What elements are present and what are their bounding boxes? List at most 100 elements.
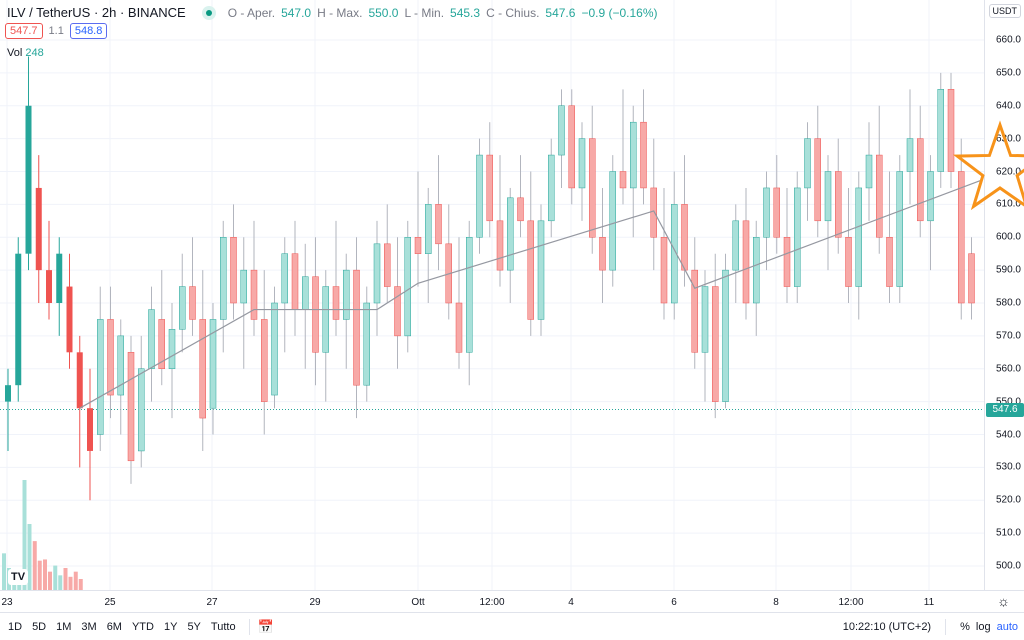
candle-body [384,243,391,287]
candle-body [466,237,473,353]
currency-button[interactable]: USDT [988,4,1021,18]
volume-bar [32,541,37,590]
candle-body [5,385,11,402]
price-tick: 580.0 [995,297,1021,309]
candle-body [886,237,893,287]
price-tick: 540.0 [995,429,1021,440]
candle-body [240,269,247,304]
price-tick: 500.0 [995,560,1021,572]
candle-body [199,319,206,419]
symbol-legend: ILV / TetherUS · 2h · BINANCE O - Aper. 5… [7,5,658,20]
candle-body [742,220,750,304]
candle-body [896,171,903,287]
volume-bar [63,568,68,590]
volume-label: Vol [7,47,23,59]
time-tick: 29 [309,597,321,608]
price-tick: 510.0 [995,527,1021,539]
range-button-ytd[interactable]: YTD [131,620,154,633]
candle-body [425,204,432,254]
candle-body [476,154,483,238]
auto-toggle[interactable]: auto [996,620,1018,633]
time-tick: 4 [568,597,574,608]
candle-body [46,270,52,303]
candle-body [455,302,463,353]
candle-body [701,286,709,353]
candle-body [578,138,586,189]
range-button-6m[interactable]: 6M [106,620,122,633]
price-tick: 600.0 [995,231,1021,243]
buy-button[interactable]: 548.8 [69,23,108,39]
range-button-5y[interactable]: 5Y [187,620,201,633]
change-value: −0.9 (−0.16%) [581,5,658,20]
candle-body [589,138,596,238]
volume-value: 248 [25,47,44,59]
volume-bar [78,579,83,590]
price-tick: 530.0 [995,461,1021,473]
candle-body [671,204,678,304]
volume-bar [68,576,73,590]
candle-body [168,329,176,369]
time-tick: 12:00 [479,597,505,608]
volume-bar [37,560,42,590]
range-button-1y[interactable]: 1Y [163,620,178,633]
volume-bar [53,565,58,590]
candle-body [845,237,852,287]
go-to-date-icon[interactable]: 📅 [257,618,274,634]
candle-body [158,319,165,369]
low-value: 545.3 [450,5,481,20]
sell-button[interactable]: 547.7 [5,23,43,39]
volume-bar [27,524,32,590]
candle-body [496,220,504,271]
range-button-tutto[interactable]: Tutto [210,620,236,633]
candle-body [619,171,627,189]
price-tick: 620.0 [995,166,1021,177]
price-tick: 570.0 [995,330,1021,342]
volume-bar [73,571,78,590]
volume-bar [48,571,52,590]
candle-body [568,105,575,189]
candle-body [527,220,534,320]
candle-body [855,187,862,287]
candle-body [681,204,688,271]
candle-body [87,408,93,451]
settings-icon[interactable]: ☼ [997,593,1010,609]
moving-average-line [79,179,982,409]
candle-body [865,154,873,189]
range-button-1d[interactable]: 1D [8,620,23,633]
candle-body [486,154,493,222]
range-button-1m[interactable]: 1M [56,620,72,633]
range-button-3m[interactable]: 3M [81,620,97,633]
range-button-5d[interactable]: 5D [32,620,47,633]
spread-value: 1.1 [48,25,64,37]
bottom-toolbar: 1D 5D 1M 3M 6M YTD 1Y 5Y Tutto 📅 10:22:10 (UTC+2… [0,612,1024,640]
price-tick: 650.0 [995,67,1021,79]
price-tick: 550.0 [995,396,1021,408]
high-label: H - Max. [317,5,363,20]
candle-body [927,171,934,222]
time-tick: 27 [206,597,218,608]
trade-buttons: 547.7 1.1 548.8 [5,23,108,39]
price-tick: 560.0 [995,363,1021,375]
candle-body [609,171,616,271]
tradingview-logo[interactable]: TV [8,569,28,585]
candle-body [363,302,370,386]
candle-body [343,269,350,320]
price-chart[interactable] [0,0,985,590]
candle-body [712,286,719,402]
volume-bar [58,575,63,590]
candle-body [353,269,360,386]
symbol-title[interactable]: ILV / TetherUS · 2h · BINANCE [7,5,186,20]
candle-body [537,220,545,320]
candle-body [179,286,186,330]
close-label: C - Chius. [486,5,540,20]
candle-body [753,237,760,304]
candle-body [414,237,422,254]
log-toggle[interactable]: log [975,620,991,633]
price-axis[interactable]: USDT 660.0 650.0 640.0 630.0 620.0 610.0 600.0… [984,0,1024,590]
candle-body [558,105,565,156]
candle-body [97,319,104,435]
time-tick: 11 [923,597,935,608]
candle-body [517,197,524,222]
percent-toggle[interactable]: % [960,620,970,633]
time-axis[interactable]: 23 25 27 29 Ott 12:00 4 6 8 12:00 11 ☼ [0,590,1024,612]
